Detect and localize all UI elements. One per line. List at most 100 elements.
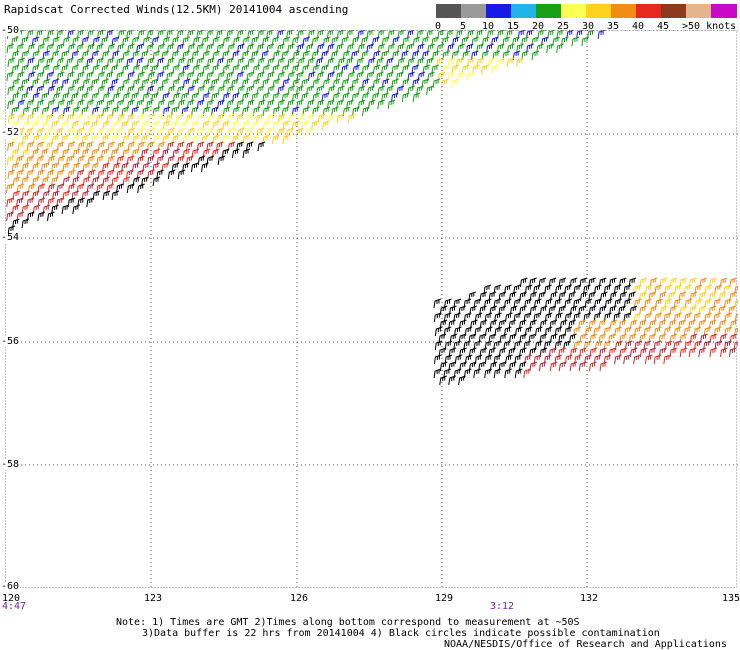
- note-line-2: 3)Data buffer is 22 hrs from 20141004 4)…: [142, 628, 660, 639]
- wind-barb: [82, 176, 91, 187]
- wind-barb: [347, 113, 356, 124]
- wind-barb: [236, 113, 245, 124]
- wind-barb: [609, 291, 618, 302]
- wind-barb: [71, 120, 80, 131]
- wind-barb: [256, 127, 265, 138]
- wind-barb: [25, 127, 34, 138]
- wind-barb: [47, 183, 56, 194]
- wind-barb: [152, 176, 161, 187]
- lat-label: -60: [1, 581, 21, 592]
- wind-barb: [162, 148, 170, 159]
- wind-barb: [514, 368, 523, 379]
- wind-barb: [191, 50, 200, 61]
- wind-barb: [141, 120, 150, 131]
- wind-barb: [11, 120, 19, 131]
- wind-barb: [623, 354, 631, 365]
- legend-label: 5: [460, 21, 467, 32]
- plot-frame: [5, 30, 737, 588]
- wind-barb: [137, 155, 145, 166]
- wind-barb: [62, 36, 71, 47]
- wind-barb: [493, 340, 501, 351]
- wind-barb: [468, 347, 477, 358]
- wind-barb: [316, 99, 325, 110]
- wind-barb: [600, 291, 608, 302]
- wind-barb: [66, 113, 75, 124]
- wind-barb: [21, 36, 29, 47]
- wind-barb: [509, 305, 518, 316]
- wind-barb: [361, 78, 370, 89]
- wind-barb: [131, 162, 140, 173]
- wind-barb: [470, 319, 478, 330]
- wind-barb: [688, 319, 696, 330]
- wind-barb: [16, 169, 24, 180]
- wind-barb: [125, 169, 134, 180]
- wind-barb: [496, 57, 505, 68]
- wind-barb: [618, 305, 626, 316]
- wind-barb: [136, 43, 144, 54]
- wind-barb: [463, 312, 472, 323]
- wind-barb: [448, 375, 456, 386]
- wind-barb: [381, 64, 389, 75]
- wind-barb: [317, 113, 326, 124]
- wind-barb: [478, 333, 487, 344]
- wind-barb: [653, 354, 662, 365]
- wind-barb: [110, 64, 119, 75]
- wind-barb: [31, 36, 40, 47]
- wind-barb: [256, 71, 265, 82]
- wind-barb: [297, 57, 306, 68]
- wind-barb: [503, 340, 511, 351]
- wind-barb: [708, 305, 717, 316]
- wind-barb: [21, 50, 30, 61]
- wind-barb: [729, 333, 738, 344]
- wind-barb: [440, 78, 449, 89]
- wind-barb: [327, 43, 335, 54]
- wind-barb: [77, 197, 85, 208]
- wind-barb: [116, 71, 124, 82]
- wind-barb: [392, 36, 400, 47]
- wind-barb: [105, 71, 114, 82]
- wind-barb: [493, 298, 502, 309]
- wind-barb: [330, 50, 339, 61]
- wind-barb: [331, 36, 339, 47]
- wind-barb: [7, 141, 15, 152]
- wind-barb: [272, 92, 281, 103]
- wind-barb: [232, 134, 240, 145]
- wind-barb: [16, 183, 25, 194]
- wind-barb: [346, 43, 355, 54]
- wind-barb: [350, 50, 359, 61]
- wind-barb: [222, 36, 231, 47]
- wind-barb: [91, 120, 99, 131]
- wind-barb: [307, 71, 316, 82]
- wind-barb: [458, 319, 467, 330]
- wind-barb: [579, 277, 588, 288]
- wind-barb: [96, 183, 104, 194]
- wind-barb: [287, 57, 296, 68]
- wind-barb: [36, 155, 45, 166]
- wind-barb: [544, 284, 552, 295]
- wind-barb: [302, 36, 311, 47]
- wind-barb: [162, 92, 170, 103]
- wind-barb: [538, 291, 546, 302]
- wind-barb: [512, 36, 520, 47]
- wind-barb: [426, 57, 434, 68]
- wind-barb: [536, 43, 544, 54]
- wind-barb: [271, 134, 280, 145]
- wind-barb: [56, 169, 65, 180]
- wind-barb: [346, 57, 354, 68]
- wind-barb: [52, 190, 60, 201]
- wind-barb: [594, 298, 602, 309]
- wind-barb: [130, 92, 139, 103]
- wind-barb: [206, 155, 215, 166]
- wind-barb: [267, 85, 276, 96]
- wind-barb: [395, 71, 404, 82]
- wind-barb: [257, 30, 266, 40]
- wind-barb: [27, 183, 36, 194]
- wind-barb: [549, 319, 558, 330]
- wind-barb: [186, 57, 195, 68]
- wind-barb: [613, 312, 621, 323]
- wind-barb: [227, 43, 236, 54]
- wind-barb: [87, 113, 95, 124]
- wind-barb: [487, 57, 496, 68]
- wind-barb: [533, 284, 541, 295]
- wind-barb: [463, 340, 471, 351]
